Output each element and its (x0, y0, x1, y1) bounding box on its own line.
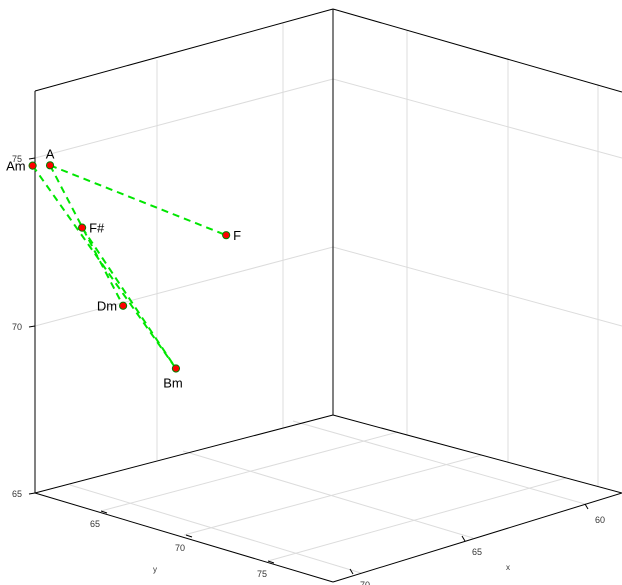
y-tick-label: 75 (257, 569, 267, 579)
z-tick (29, 158, 35, 159)
grid-line (101, 432, 398, 511)
point-label: Bm (163, 375, 183, 390)
connection-line-A-Dm (50, 165, 123, 305)
box-edge-floor-front-left (35, 493, 333, 582)
x-tick (462, 536, 465, 541)
data-point-Am (29, 162, 36, 169)
grid-line (70, 485, 361, 573)
x-tick-label: 70 (360, 580, 370, 585)
z-tick (29, 326, 35, 327)
box-edge-floor-front-right (333, 493, 622, 582)
x-tick-label: 65 (472, 547, 482, 557)
z-tick-label: 65 (12, 489, 22, 499)
connection-line-Am-Bm (33, 166, 176, 369)
data-point-F (223, 232, 230, 239)
box-edge-top-right (333, 9, 622, 92)
y-tick-label: 65 (90, 519, 100, 529)
data-point-F# (79, 224, 86, 231)
connection-line-A-F (50, 165, 226, 235)
point-label: F# (89, 221, 105, 236)
connection-lines (33, 165, 227, 368)
grid-line (35, 247, 622, 326)
data-point-Bm (172, 365, 179, 372)
z-tick-label: 70 (12, 322, 22, 332)
y-tick (186, 535, 192, 537)
grid-lines (35, 23, 622, 573)
box-edge-floor-back-left (35, 415, 333, 493)
grid-line (183, 451, 473, 538)
point-label: A (46, 146, 55, 161)
y-tick-label: 70 (175, 543, 185, 553)
grid-line (35, 79, 622, 158)
grid-line (293, 421, 585, 504)
z-tick (29, 493, 35, 494)
data-point-A (46, 162, 53, 169)
point-label: Am (6, 159, 26, 174)
x-tick (585, 504, 588, 509)
data-points: Am A F# F Dm Bm (6, 146, 241, 390)
box-edge-floor-back-right (333, 415, 622, 493)
point-label: F (233, 228, 241, 243)
x-tick-label: 60 (595, 515, 605, 525)
grid-line (184, 455, 482, 535)
y-axis-label: y (153, 565, 157, 574)
box-edge-top-left (35, 9, 333, 91)
point-label: Dm (97, 299, 117, 314)
x-axis-label: x (506, 563, 510, 572)
grid-line (268, 478, 566, 561)
data-point-Dm (120, 302, 127, 309)
